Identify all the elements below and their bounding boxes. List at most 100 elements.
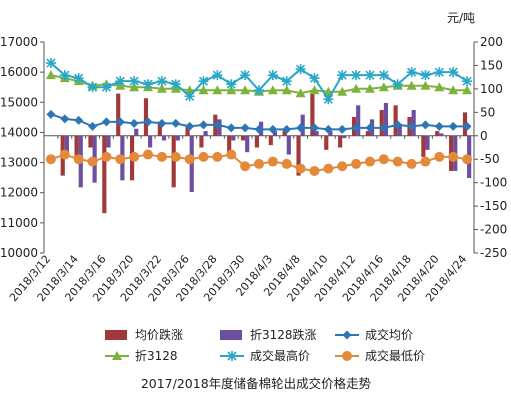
left-tick-label: 17000: [0, 35, 38, 49]
left-tick-label: 12000: [0, 186, 38, 200]
bar-avg-change: [310, 93, 315, 136]
bar-z3128-change: [106, 135, 111, 148]
legend-label-min-price: 成交最低价: [365, 348, 425, 363]
bar-z3128-change: [245, 135, 250, 153]
point-z3128: [212, 85, 223, 95]
point-z3128: [156, 83, 167, 93]
left-tick-label: 16000: [0, 65, 38, 79]
point-avg-price: [115, 117, 125, 127]
right-tick-label: -250: [480, 246, 507, 260]
bar-z3128-change: [328, 131, 333, 136]
point-min-price: [212, 151, 223, 162]
point-max-price: [156, 76, 167, 87]
point-min-price: [184, 154, 195, 165]
legend-marker-z3128: [112, 351, 122, 360]
point-z3128: [364, 83, 375, 93]
point-avg-price: [420, 120, 430, 130]
bar-avg-change: [240, 135, 246, 141]
point-min-price: [392, 156, 403, 167]
point-max-price: [226, 79, 237, 90]
right-tick-label: -100: [480, 176, 507, 190]
point-min-price: [337, 161, 348, 172]
point-max-price: [323, 94, 334, 105]
point-min-price: [87, 156, 98, 167]
point-z3128: [240, 85, 251, 95]
point-avg-price: [129, 118, 139, 128]
bar-avg-change: [185, 126, 190, 136]
point-avg-price: [393, 120, 403, 130]
bar-z3128-change: [286, 135, 291, 155]
bar-z3128-change: [64, 135, 69, 157]
point-min-price: [309, 165, 320, 176]
point-max-price: [254, 85, 264, 96]
point-max-price: [267, 70, 278, 81]
bar-z3128-change: [300, 114, 305, 136]
point-min-price: [323, 163, 334, 174]
point-avg-price: [337, 124, 347, 134]
point-min-price: [351, 158, 362, 169]
point-avg-price: [365, 123, 375, 133]
point-max-price: [281, 76, 292, 87]
point-avg-price: [296, 123, 306, 133]
point-avg-price: [254, 124, 264, 134]
point-max-price: [295, 64, 306, 75]
point-z3128: [448, 85, 459, 95]
point-z3128: [198, 85, 209, 95]
bar-avg-change: [199, 135, 204, 148]
bar-z3128-change: [342, 135, 347, 139]
point-avg-price: [309, 123, 319, 133]
point-avg-price: [379, 123, 389, 133]
bar-z3128-change: [425, 135, 430, 150]
point-z3128: [406, 80, 417, 90]
unit-label: 元/吨: [447, 11, 475, 25]
right-tick-label: 0: [480, 129, 488, 143]
bar-z3128-change: [189, 135, 194, 193]
point-min-price: [170, 151, 181, 162]
point-avg-price: [143, 117, 153, 127]
left-tick-label: 13000: [0, 156, 38, 170]
point-min-price: [129, 151, 140, 162]
right-tick-label: -150: [480, 199, 507, 213]
point-avg-price: [282, 124, 292, 134]
point-min-price: [448, 151, 459, 162]
bar-z3128-change: [148, 135, 153, 148]
point-avg-price: [101, 117, 111, 127]
legend-label-avg-change: 均价跌涨: [135, 327, 183, 342]
bar-z3128-change: [397, 124, 402, 136]
bar-avg-change: [338, 135, 343, 148]
point-avg-price: [351, 123, 361, 133]
bar-avg-change: [116, 93, 121, 136]
point-avg-price: [157, 118, 167, 128]
point-avg-price: [171, 118, 181, 128]
legend-swatch-avg-change: [105, 330, 127, 340]
bar-avg-change: [254, 135, 259, 148]
point-max-price: [212, 70, 223, 81]
point-min-price: [143, 149, 154, 160]
bar-z3128-change: [411, 109, 416, 136]
bar-avg-change: [421, 135, 426, 157]
point-min-price: [240, 161, 251, 172]
left-tick-label: 14000: [0, 125, 38, 139]
point-max-price: [143, 79, 154, 90]
bar-avg-change: [435, 131, 440, 136]
point-min-price: [45, 154, 56, 165]
point-avg-price: [323, 124, 333, 134]
point-max-price: [240, 70, 251, 81]
bar-avg-change: [227, 135, 232, 155]
point-min-price: [115, 154, 126, 165]
point-min-price: [420, 156, 431, 167]
legend-marker-avg-price: [342, 330, 352, 340]
point-z3128: [462, 85, 473, 95]
point-avg-price: [74, 115, 84, 125]
bar-avg-change: [324, 135, 329, 150]
bar-avg-change: [393, 105, 398, 136]
bar-z3128-change: [134, 128, 139, 136]
point-max-price: [115, 76, 126, 87]
point-z3128: [129, 82, 140, 92]
legend-marker-max-price: [227, 351, 237, 361]
point-max-price: [448, 67, 459, 78]
legend-marker-min-price: [342, 351, 352, 361]
point-z3128: [309, 85, 320, 95]
